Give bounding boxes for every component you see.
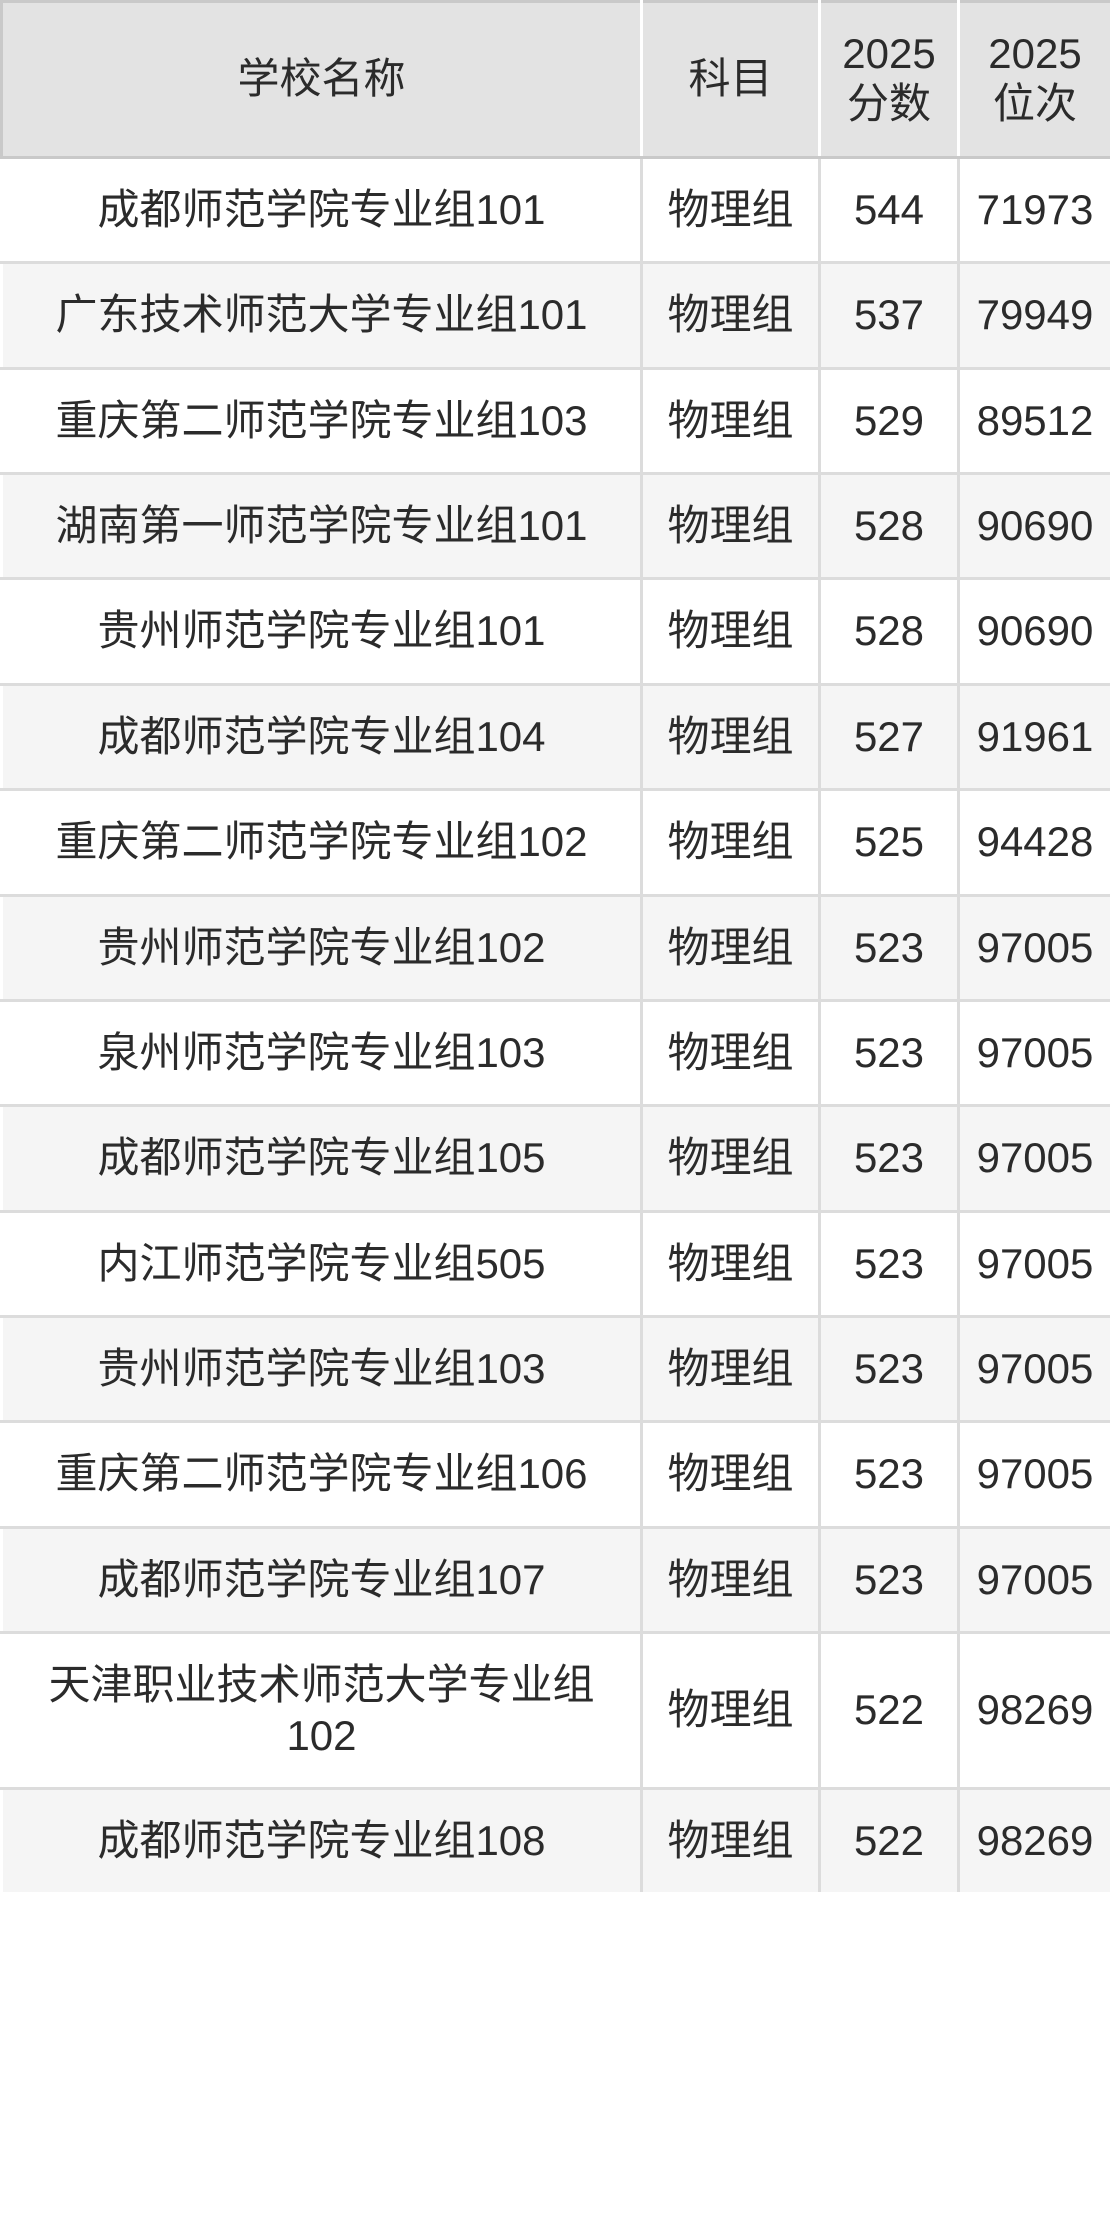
cell-rank: 97005 (957, 998, 1110, 1108)
table-row: 重庆第二师范学院专业组103 物理组 529 89512 (0, 366, 1110, 475)
table-row: 成都师范学院专业组108 物理组 522 98269 (0, 1787, 1110, 1896)
cell-school-name: 内江师范学院专业组505 (0, 1209, 643, 1319)
cell-score: 523 (818, 1315, 960, 1424)
cell-subject: 物理组 (640, 998, 821, 1108)
table-body: 成都师范学院专业组101 物理组 544 71973 广东技术师范大学专业组101 物理组… (0, 155, 1110, 1896)
cell-rank: 98269 (957, 1631, 1110, 1791)
cell-school-name: 泉州师范学院专业组103 (0, 998, 643, 1108)
table-row: 成都师范学院专业组107 物理组 523 97005 (0, 1525, 1110, 1635)
table-row: 广东技术师范大学专业组101 物理组 537 79949 (0, 261, 1110, 370)
cell-score: 523 (818, 998, 960, 1108)
cell-score: 528 (818, 471, 960, 581)
cell-school-name: 成都师范学院专业组105 (0, 1104, 643, 1213)
header-row: 学校名称 科目 2025分数 2025位次 (0, 0, 1110, 159)
cell-subject: 物理组 (640, 1104, 821, 1213)
table-row: 贵州师范学院专业组102 物理组 523 97005 (0, 893, 1110, 1002)
cell-school-name: 成都师范学院专业组101 (0, 155, 643, 265)
cell-subject: 物理组 (640, 788, 821, 897)
cell-score: 544 (818, 155, 960, 265)
cell-subject: 物理组 (640, 1631, 821, 1791)
cell-score: 537 (818, 261, 960, 370)
cell-subject: 物理组 (640, 682, 821, 792)
cell-subject: 物理组 (640, 471, 821, 581)
cell-score: 528 (818, 577, 960, 686)
cell-school-name: 重庆第二师范学院专业组102 (0, 788, 643, 897)
cell-score: 523 (818, 1104, 960, 1213)
column-header-school-name: 学校名称 (0, 0, 643, 159)
cell-score: 525 (818, 788, 960, 897)
cell-school-name: 成都师范学院专业组108 (0, 1787, 643, 1896)
cell-subject: 物理组 (640, 893, 821, 1002)
cell-score: 522 (818, 1631, 960, 1791)
cell-subject: 物理组 (640, 1209, 821, 1319)
cell-score: 523 (818, 1420, 960, 1529)
cell-school-name: 成都师范学院专业组107 (0, 1525, 643, 1635)
cell-rank: 94428 (957, 788, 1110, 897)
cell-rank: 97005 (957, 1420, 1110, 1529)
table-row: 贵州师范学院专业组101 物理组 528 90690 (0, 577, 1110, 686)
cell-score: 527 (818, 682, 960, 792)
cell-score: 522 (818, 1787, 960, 1896)
cell-school-name: 湖南第一师范学院专业组101 (0, 471, 643, 581)
table-row: 泉州师范学院专业组103 物理组 523 97005 (0, 998, 1110, 1108)
cell-subject: 物理组 (640, 1525, 821, 1635)
cell-subject: 物理组 (640, 155, 821, 265)
cell-school-name: 广东技术师范大学专业组101 (0, 261, 643, 370)
cell-rank: 97005 (957, 1104, 1110, 1213)
cell-school-name: 重庆第二师范学院专业组103 (0, 366, 643, 475)
table-row: 湖南第一师范学院专业组101 物理组 528 90690 (0, 471, 1110, 581)
column-header-2025-score: 2025分数 (818, 0, 960, 159)
cell-rank: 90690 (957, 577, 1110, 686)
table-row: 贵州师范学院专业组103 物理组 523 97005 (0, 1315, 1110, 1424)
cell-rank: 97005 (957, 1209, 1110, 1319)
cell-school-name: 贵州师范学院专业组102 (0, 893, 643, 1002)
table-row: 成都师范学院专业组105 物理组 523 97005 (0, 1104, 1110, 1213)
cell-school-name: 贵州师范学院专业组103 (0, 1315, 643, 1424)
table-row: 重庆第二师范学院专业组102 物理组 525 94428 (0, 788, 1110, 897)
column-header-subject: 科目 (640, 0, 821, 159)
table-row: 成都师范学院专业组104 物理组 527 91961 (0, 682, 1110, 792)
cell-rank: 79949 (957, 261, 1110, 370)
cell-school-name: 天津职业技术师范大学专业组102 (0, 1631, 643, 1791)
cell-score: 523 (818, 1209, 960, 1319)
cell-school-name: 贵州师范学院专业组101 (0, 577, 643, 686)
cell-rank: 89512 (957, 366, 1110, 475)
cell-subject: 物理组 (640, 1315, 821, 1424)
cell-rank: 98269 (957, 1787, 1110, 1896)
cell-subject: 物理组 (640, 1787, 821, 1896)
cell-school-name: 成都师范学院专业组104 (0, 682, 643, 792)
cell-score: 523 (818, 1525, 960, 1635)
column-header-2025-rank: 2025位次 (957, 0, 1110, 159)
cell-rank: 91961 (957, 682, 1110, 792)
cell-rank: 71973 (957, 155, 1110, 265)
cell-subject: 物理组 (640, 1420, 821, 1529)
table-row: 成都师范学院专业组101 物理组 544 71973 (0, 155, 1110, 265)
cell-subject: 物理组 (640, 577, 821, 686)
table-row: 天津职业技术师范大学专业组102 物理组 522 98269 (0, 1631, 1110, 1791)
cell-rank: 90690 (957, 471, 1110, 581)
cell-score: 523 (818, 893, 960, 1002)
table-row: 重庆第二师范学院专业组106 物理组 523 97005 (0, 1420, 1110, 1529)
cell-rank: 97005 (957, 893, 1110, 1002)
admission-scores-table: 学校名称 科目 2025分数 2025位次 成都师范学院专业组101 物理组 544… (0, 0, 1110, 1896)
cell-subject: 物理组 (640, 261, 821, 370)
cell-school-name: 重庆第二师范学院专业组106 (0, 1420, 643, 1529)
table-row: 内江师范学院专业组505 物理组 523 97005 (0, 1209, 1110, 1319)
cell-score: 529 (818, 366, 960, 475)
cell-subject: 物理组 (640, 366, 821, 475)
cell-rank: 97005 (957, 1315, 1110, 1424)
cell-rank: 97005 (957, 1525, 1110, 1635)
